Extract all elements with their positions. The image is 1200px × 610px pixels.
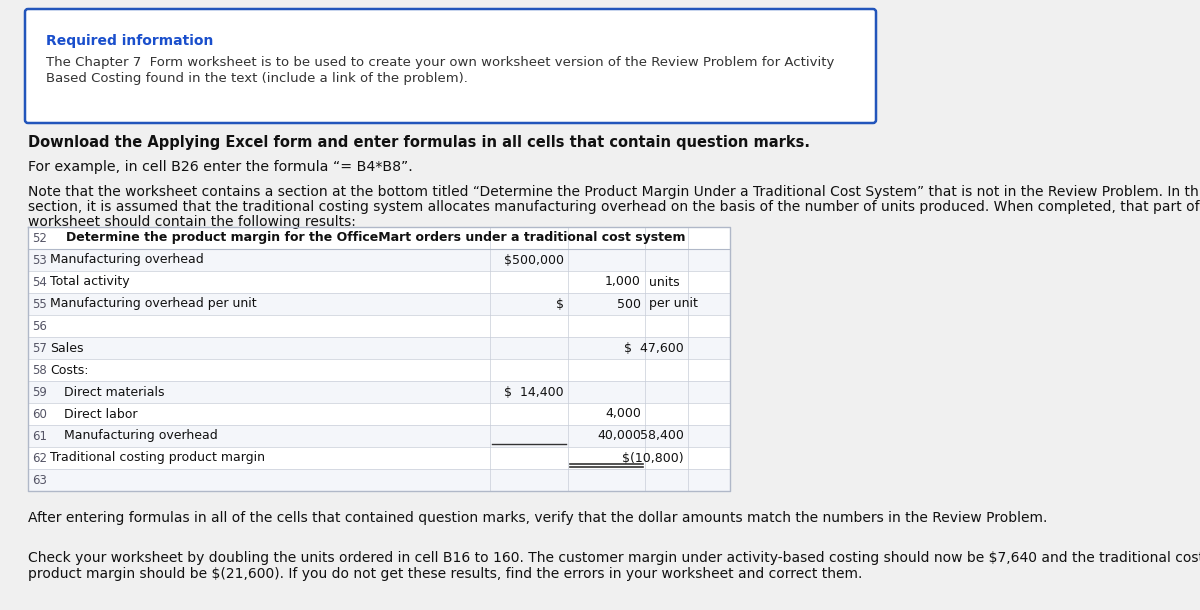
- Text: 40,000: 40,000: [598, 429, 641, 442]
- Text: $  14,400: $ 14,400: [504, 386, 564, 398]
- Bar: [28, 315, 730, 337]
- Text: 500: 500: [617, 298, 641, 310]
- Text: 61: 61: [32, 429, 47, 442]
- Text: 54: 54: [32, 276, 47, 289]
- Bar: [28, 271, 730, 293]
- FancyBboxPatch shape: [25, 9, 876, 123]
- Text: 56: 56: [32, 320, 47, 332]
- Text: product margin should be $(21,600). If you do not get these results, find the er: product margin should be $(21,600). If y…: [28, 567, 863, 581]
- Text: Check your worksheet by doubling the units ordered in cell B16 to 160. The custo: Check your worksheet by doubling the uni…: [28, 551, 1200, 565]
- Text: Note that the worksheet contains a section at the bottom titled “Determine the P: Note that the worksheet contains a secti…: [28, 185, 1200, 199]
- Text: After entering formulas in all of the cells that contained question marks, verif: After entering formulas in all of the ce…: [28, 511, 1048, 525]
- Text: Total activity: Total activity: [50, 276, 130, 289]
- Text: Required information: Required information: [46, 34, 214, 48]
- Text: $500,000: $500,000: [504, 254, 564, 267]
- Text: 62: 62: [32, 451, 47, 464]
- Text: Direct materials: Direct materials: [64, 386, 164, 398]
- Text: For example, in cell B26 enter the formula “= B4*B8”.: For example, in cell B26 enter the formu…: [28, 160, 413, 174]
- Bar: [28, 447, 730, 469]
- Text: 59: 59: [32, 386, 47, 398]
- Bar: [28, 425, 730, 447]
- Text: Download the Applying Excel form and enter formulas in all cells that contain qu: Download the Applying Excel form and ent…: [28, 135, 810, 150]
- Text: per unit: per unit: [649, 298, 698, 310]
- Text: $: $: [556, 298, 564, 310]
- Text: The Chapter 7  Form worksheet is to be used to create your own worksheet version: The Chapter 7 Form worksheet is to be us…: [46, 56, 834, 69]
- Bar: [28, 359, 730, 381]
- Bar: [28, 403, 730, 425]
- Text: Manufacturing overhead: Manufacturing overhead: [50, 254, 204, 267]
- Bar: [28, 249, 730, 271]
- Text: Manufacturing overhead per unit: Manufacturing overhead per unit: [50, 298, 257, 310]
- Text: Based Costing found in the text (include a link of the problem).: Based Costing found in the text (include…: [46, 72, 468, 85]
- Text: Determine the product margin for the OfficeMart orders under a traditional cost : Determine the product margin for the Off…: [66, 232, 685, 245]
- Text: 52: 52: [32, 232, 47, 245]
- Text: 57: 57: [32, 342, 47, 354]
- Text: Traditional costing product margin: Traditional costing product margin: [50, 451, 265, 464]
- Text: units: units: [649, 276, 679, 289]
- Text: 63: 63: [32, 473, 47, 487]
- Text: section, it is assumed that the traditional costing system allocates manufacturi: section, it is assumed that the traditio…: [28, 200, 1200, 214]
- Text: 60: 60: [32, 407, 47, 420]
- Bar: [28, 337, 730, 359]
- Bar: [28, 381, 730, 403]
- Text: Direct labor: Direct labor: [64, 407, 138, 420]
- Text: $(10,800): $(10,800): [623, 451, 684, 464]
- Bar: [28, 293, 730, 315]
- Text: worksheet should contain the following results:: worksheet should contain the following r…: [28, 215, 356, 229]
- Bar: [28, 227, 730, 491]
- Text: 4,000: 4,000: [605, 407, 641, 420]
- Text: Manufacturing overhead: Manufacturing overhead: [64, 429, 217, 442]
- Text: 55: 55: [32, 298, 47, 310]
- Text: 58: 58: [32, 364, 47, 376]
- Text: $  47,600: $ 47,600: [624, 342, 684, 354]
- Text: Costs:: Costs:: [50, 364, 89, 376]
- Text: Sales: Sales: [50, 342, 84, 354]
- Bar: [28, 469, 730, 491]
- Text: 58,400: 58,400: [640, 429, 684, 442]
- Text: 53: 53: [32, 254, 47, 267]
- Text: 1,000: 1,000: [605, 276, 641, 289]
